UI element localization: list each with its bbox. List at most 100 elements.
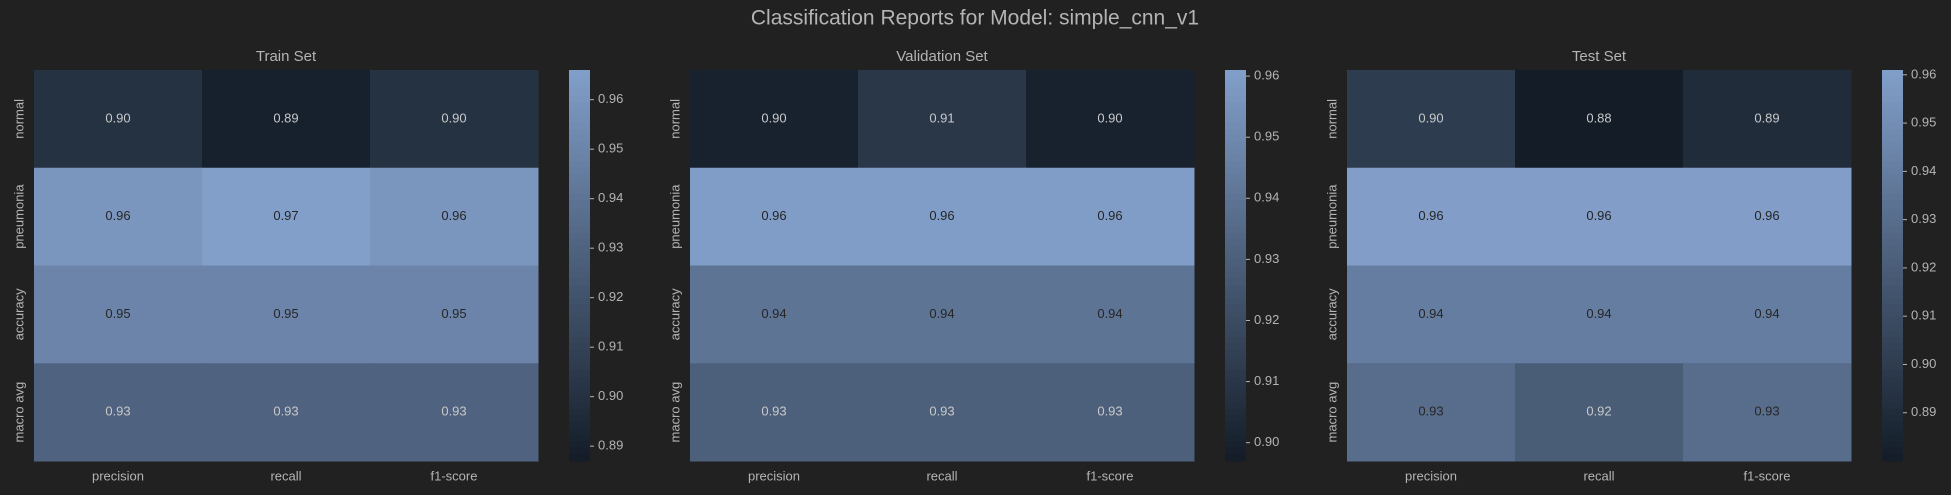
colorbar-segment [1882,83,1903,91]
x-tick-label: recall [270,468,301,483]
cell-label: 0.90 [105,110,130,125]
colorbar-segment [569,311,590,319]
colorbar-segment [569,115,590,123]
cell-label: 0.93 [1754,404,1779,419]
colorbar-segment [1225,369,1246,377]
colorbar-tick-label: 0.92 [1911,259,1936,274]
colorbar-segment [1225,219,1246,227]
y-tick-label: normal [11,99,26,139]
colorbar-tick-label: 0.96 [1254,68,1279,83]
cell-label: 0.89 [273,110,298,125]
colorbar-segment [1882,141,1903,149]
colorbar-segment [569,122,590,130]
colorbar-segment [569,408,590,416]
cell [1347,363,1516,462]
panel-title: Validation Set [896,48,988,65]
colorbar-segment [1882,389,1903,397]
colorbar-segment [1225,96,1246,104]
colorbar-segment [1882,148,1903,156]
colorbar-segment [1225,122,1246,130]
colorbar-segment [1882,135,1903,143]
colorbar-segment [1882,252,1903,260]
colorbar-segment [1225,265,1246,273]
colorbar-segment [1882,200,1903,208]
colorbar-segment [1882,89,1903,97]
figure-title: Classification Reports for Model: simple… [751,7,1199,30]
cell-label: 0.95 [441,306,466,321]
cell-label: 0.94 [1097,306,1122,321]
colorbar-segment [1225,161,1246,169]
y-tick-label: normal [667,99,682,139]
colorbar-segment [1225,298,1246,306]
cell-label: 0.93 [929,404,954,419]
cell [858,70,1027,169]
colorbar-segment [1882,258,1903,267]
cell-label: 0.90 [1418,110,1443,125]
colorbar-tick-label: 0.92 [598,289,623,304]
colorbar-segment [1882,232,1903,241]
colorbar-segment [569,141,590,149]
cell [1683,70,1852,169]
cell [1515,70,1684,169]
y-tick-label: macro avg [667,382,682,443]
colorbar-tick-label: 0.92 [1254,312,1279,327]
cell [1347,265,1516,364]
colorbar-segment [1882,291,1903,299]
cell [858,265,1027,364]
colorbar-segment [569,272,590,280]
cell-label: 0.88 [1586,110,1611,125]
colorbar-segment [569,154,590,162]
colorbar-segment [1882,434,1903,443]
colorbar-segment [569,421,590,430]
colorbar-segment [1882,454,1903,462]
colorbar-segment [569,324,590,332]
cell-label: 0.96 [441,208,466,223]
cell-label: 0.96 [1418,208,1443,223]
cell [370,265,539,364]
cell [202,167,371,266]
colorbar-segment [569,447,590,456]
colorbar-segment [569,402,590,410]
colorbar-tick-label: 0.96 [1911,66,1936,81]
cell-label: 0.93 [1418,404,1443,419]
cell-label: 0.96 [1754,208,1779,223]
colorbar-segment [1225,76,1246,84]
colorbar-segment [1882,343,1903,351]
cell-label: 0.97 [273,208,298,223]
cell-label: 0.94 [761,306,786,321]
colorbar-segment [1225,89,1246,97]
colorbar-segment [569,330,590,338]
colorbar-segment [1225,285,1246,293]
colorbar-segment [1882,76,1903,84]
colorbar-segment [1225,245,1246,254]
panel-title: Train Set [256,48,317,65]
cell-label: 0.93 [105,404,130,419]
colorbar-segment [1225,408,1246,416]
cell-label: 0.93 [441,404,466,419]
colorbar-segment [1225,174,1246,182]
colorbar-segment [1225,343,1246,351]
x-tick-label: recall [926,468,957,483]
cell [34,167,203,266]
cell-label: 0.90 [1097,110,1122,125]
colorbar-segment [1882,285,1903,293]
colorbar-segment [1225,226,1246,234]
colorbar-segment [1882,395,1903,403]
colorbar-segment [569,389,590,397]
colorbar-segment [1225,258,1246,267]
cell [370,363,539,462]
colorbar-segment [1882,122,1903,130]
colorbar-segment [1882,102,1903,110]
colorbar-segment [1882,278,1903,286]
colorbar-segment [1882,109,1903,117]
y-tick-label: accuracy [667,288,682,341]
cell [1026,167,1195,266]
colorbar-segment [1882,226,1903,234]
colorbar-segment [1225,70,1246,78]
colorbar-segment [1882,219,1903,227]
cell-label: 0.96 [761,208,786,223]
cell [690,363,859,462]
cell-label: 0.95 [105,306,130,321]
colorbar-segment [1225,200,1246,208]
cell-label: 0.94 [929,306,954,321]
